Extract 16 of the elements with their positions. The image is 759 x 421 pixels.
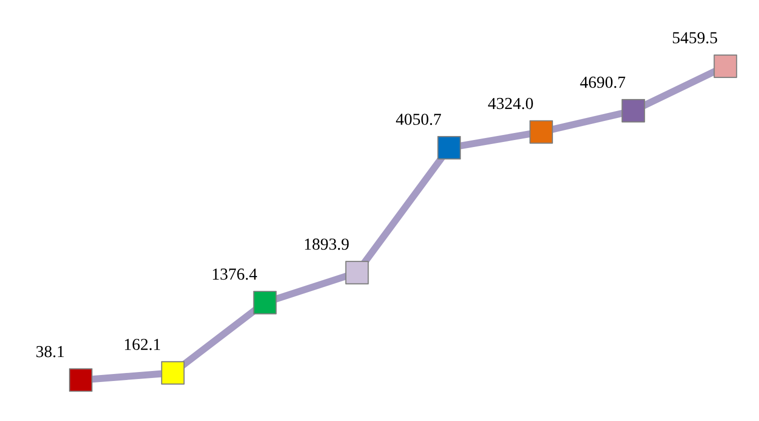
point (622, 98, 646, 122)
point (437, 136, 461, 160)
point (253, 290, 277, 314)
point (529, 120, 553, 144)
data-label: 4050.7 (396, 114, 442, 126)
data-label: 1893.9 (305, 238, 349, 250)
point (69, 368, 93, 392)
data-label: 38.1 (36, 346, 64, 358)
data-label: 4324.0 (488, 98, 533, 110)
data-label: 1376.4 (212, 268, 258, 280)
data-label: 4690.7 (580, 76, 626, 88)
data-label: 162.1 (125, 338, 160, 350)
point (161, 361, 185, 385)
point (714, 54, 738, 78)
data-label: 5459.5 (672, 32, 718, 44)
point (345, 260, 369, 284)
